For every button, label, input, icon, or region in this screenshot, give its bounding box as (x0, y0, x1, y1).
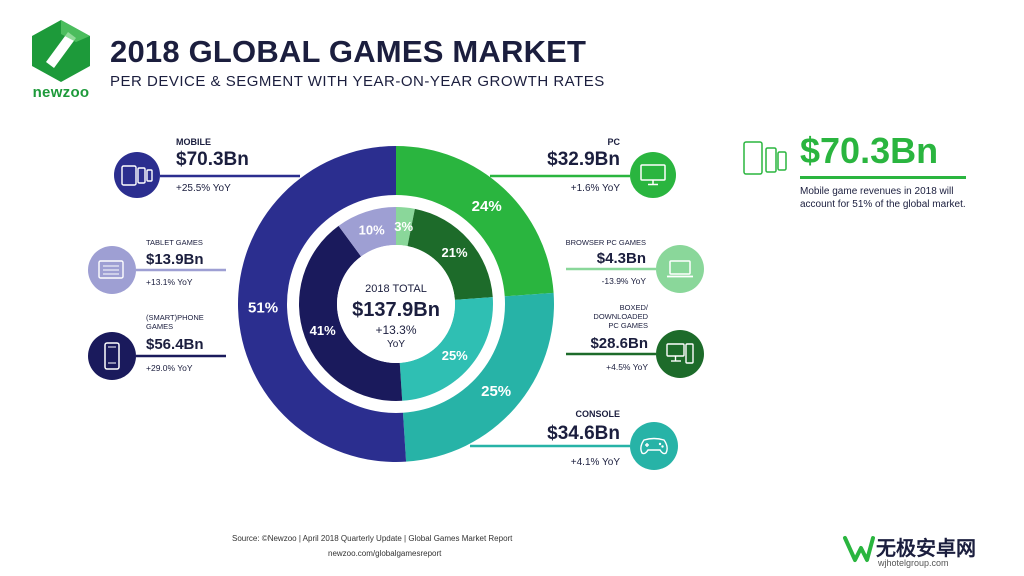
smartphone-icon (88, 332, 136, 380)
pc-label: PC (607, 137, 620, 147)
watermark-logo-icon (843, 536, 875, 562)
inner-slice-tablet (338, 207, 396, 257)
callout-devices-icon (742, 140, 790, 180)
center-hole (337, 245, 455, 363)
logo-text: newzoo (32, 84, 90, 101)
smartphone-yoy: +29.0% YoY (146, 363, 193, 373)
tablet-value: $13.9Bn (146, 251, 204, 268)
center-growth: +13.3% (375, 323, 416, 337)
pc-yoy: +1.6% YoY (570, 183, 620, 194)
inner-ring (298, 207, 493, 401)
outer-slice-pc (396, 146, 554, 297)
source-url[interactable]: newzoo.com/globalgamesreport (328, 549, 442, 558)
monitor-icon (630, 152, 676, 198)
outer-slice-label-console: 25% (481, 383, 511, 400)
watermark: 无极安卓网 wjhotelgroup.com (840, 522, 1024, 576)
smartphone-label-line2: GAMES (146, 322, 174, 331)
page-title: 2018 GLOBAL GAMES MARKET (110, 34, 587, 69)
pc-value: $32.9Bn (547, 149, 620, 170)
inner-slice-label-console: 25% (442, 348, 468, 363)
callout-underline (800, 176, 966, 179)
browser-yoy: -13.9% YoY (601, 276, 646, 286)
mobile-label: MOBILE (176, 137, 211, 147)
mobile-yoy: +25.5% YoY (176, 183, 231, 194)
inner-slice-boxed (407, 208, 493, 300)
callout-text: Mobile game revenues in 2018 will accoun… (800, 186, 966, 210)
inner-slice-console (399, 297, 493, 401)
inner-slice-browser (396, 207, 415, 247)
tablet-label: TABLET GAMES (146, 238, 203, 247)
callout-value: $70.3Bn (800, 130, 939, 171)
outer-ring (238, 146, 554, 462)
inner-slice-label-browser: 3% (394, 219, 413, 234)
smartphone-label-line1: (SMART)PHONE (146, 313, 204, 322)
inner-slice-label-tablet: 10% (359, 222, 385, 237)
browser-value: $4.3Bn (596, 250, 646, 267)
outer-slice-console (402, 292, 554, 462)
tablet-yoy: +13.1% YoY (146, 277, 193, 287)
outer-slice-label-mobile: 51% (248, 300, 278, 317)
boxed-label-line3: PC GAMES (608, 321, 648, 330)
tablet-icon (88, 246, 136, 294)
inner-slice-smartphone (298, 225, 403, 401)
center-total-label: 2018 TOTAL (365, 283, 427, 295)
browser-label: BROWSER PC GAMES (565, 238, 646, 247)
boxed-label-line1: BOXED/ (619, 303, 648, 312)
watermark-cn: 无极安卓网 (876, 538, 976, 560)
outer-slice-mobile (238, 146, 407, 462)
boxed-yoy: +4.5% YoY (606, 362, 648, 372)
console-label: CONSOLE (575, 409, 620, 419)
gamepad-icon (630, 422, 678, 470)
mobile-devices-icon (114, 152, 160, 198)
laptop-icon (656, 245, 704, 293)
desktop-pc-icon (656, 330, 704, 378)
boxed-value: $28.6Bn (590, 335, 648, 352)
console-yoy: +4.1% YoY (570, 457, 620, 468)
smartphone-value: $56.4Bn (146, 336, 204, 353)
watermark-en: wjhotelgroup.com (878, 558, 949, 568)
inner-slice-label-smartphone: 41% (310, 323, 336, 338)
newzoo-logo-mark (32, 20, 90, 82)
inner-slice-label-boxed: 21% (441, 245, 467, 260)
source-note: Source: ©Newzoo | April 2018 Quarterly U… (232, 534, 513, 543)
center-growth-unit: YoY (387, 339, 405, 350)
mobile-value: $70.3Bn (176, 149, 249, 170)
console-value: $34.6Bn (547, 423, 620, 444)
center-total-value: $137.9Bn (352, 299, 440, 321)
page-subtitle: PER DEVICE & SEGMENT WITH YEAR-ON-YEAR G… (110, 73, 605, 90)
connector-lines (136, 174, 656, 448)
outer-slice-label-pc: 24% (472, 198, 502, 215)
newzoo-logo: newzoo (26, 18, 96, 106)
boxed-label-line2: DOWNLOADED (593, 312, 648, 321)
slice-labels: 24% 25% 51% 3% 21% 25% 41% 10% (248, 198, 511, 400)
